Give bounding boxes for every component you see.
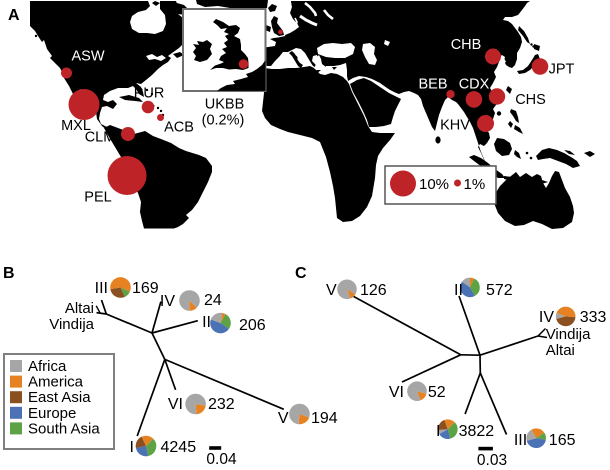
svg-text:UKBB: UKBB	[205, 97, 245, 113]
svg-text:0.04: 0.04	[206, 451, 237, 468]
svg-text:Altai: Altai	[65, 300, 94, 317]
svg-text:BEB: BEB	[418, 77, 447, 93]
svg-text:Vindija: Vindija	[49, 316, 94, 333]
svg-text:B: B	[3, 265, 15, 282]
svg-text:IV: IV	[160, 293, 175, 310]
svg-text:KHV: KHV	[440, 118, 470, 134]
svg-text:169: 169	[132, 280, 159, 297]
svg-text:194: 194	[311, 410, 338, 427]
svg-text:A: A	[8, 7, 20, 24]
svg-text:II: II	[454, 282, 463, 299]
svg-text:VI: VI	[168, 396, 183, 413]
svg-text:Africa: Africa	[28, 358, 67, 375]
svg-text:232: 232	[208, 396, 235, 413]
svg-text:10%: 10%	[419, 176, 449, 193]
svg-text:East Asia: East Asia	[28, 389, 91, 406]
svg-text:C: C	[295, 265, 307, 282]
svg-text:0.03: 0.03	[477, 452, 507, 469]
svg-text:V: V	[326, 282, 337, 299]
svg-text:24: 24	[204, 292, 222, 309]
svg-text:Altai: Altai	[546, 342, 575, 359]
svg-text:ACB: ACB	[164, 120, 194, 136]
svg-text:South Asia: South Asia	[28, 420, 100, 437]
svg-text:CDX: CDX	[459, 77, 490, 93]
svg-text:1%: 1%	[464, 176, 486, 193]
svg-text:3822: 3822	[459, 423, 495, 440]
svg-text:I: I	[130, 439, 134, 456]
svg-text:VI: VI	[389, 384, 404, 401]
svg-text:III: III	[95, 280, 108, 297]
svg-text:V: V	[278, 410, 289, 427]
svg-text:CHB: CHB	[451, 37, 482, 53]
svg-text:Vindija: Vindija	[546, 326, 591, 343]
svg-text:ASW: ASW	[71, 49, 104, 65]
svg-text:PUR: PUR	[134, 86, 165, 102]
svg-text:333: 333	[580, 309, 607, 326]
svg-text:CLM: CLM	[85, 130, 116, 146]
svg-text:52: 52	[428, 384, 446, 401]
svg-text:126: 126	[360, 282, 387, 299]
svg-text:165: 165	[549, 432, 576, 449]
svg-text:II: II	[202, 314, 211, 331]
svg-text:206: 206	[239, 317, 266, 334]
svg-text:Europe: Europe	[28, 405, 76, 422]
svg-text:4245: 4245	[161, 439, 197, 456]
svg-text:I: I	[436, 423, 440, 440]
svg-text:MXL: MXL	[61, 118, 91, 134]
svg-text:III: III	[514, 432, 527, 449]
svg-text:CHS: CHS	[515, 92, 546, 108]
svg-text:572: 572	[486, 282, 513, 299]
svg-text:IV: IV	[539, 309, 554, 326]
svg-text:America: America	[28, 374, 84, 391]
svg-text:(0.2%): (0.2%)	[202, 113, 245, 129]
svg-text:JPT: JPT	[549, 62, 575, 78]
svg-text:PEL: PEL	[84, 190, 111, 206]
